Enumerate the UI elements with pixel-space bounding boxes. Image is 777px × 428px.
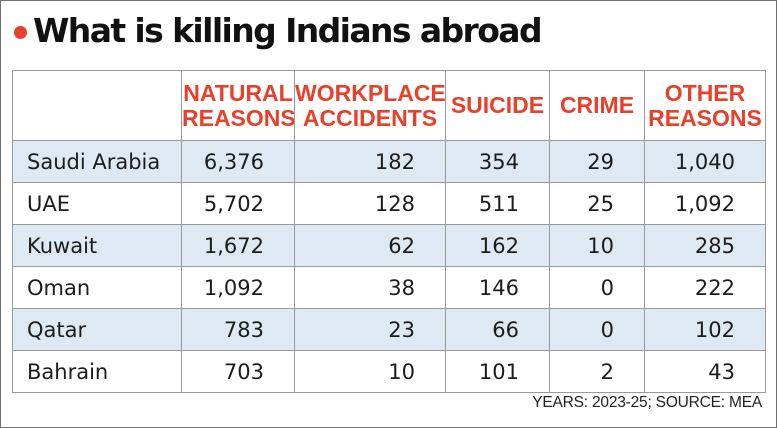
row-country-label: UAE: [12, 182, 182, 225]
table-row: Kuwait 1,672 62 162 10 285: [12, 224, 766, 267]
table-cell: 182: [294, 140, 446, 183]
table-row: Saudi Arabia 6,376 182 354 29 1,040: [12, 140, 766, 183]
table-cell: 43: [644, 350, 766, 393]
header-row: NATURAL REASONS WORKPLACE ACCIDENTS SUIC…: [12, 70, 766, 141]
table-cell: 162: [445, 224, 550, 267]
figure-title-text: What is killing Indians abroad: [33, 10, 543, 50]
table-cell: 2: [549, 350, 645, 393]
column-header: SUICIDE: [445, 70, 550, 141]
row-country-label: Saudi Arabia: [12, 140, 182, 183]
table-cell: 101: [445, 350, 550, 393]
table-cell: 62: [294, 224, 446, 267]
bullet-dot-icon: [14, 25, 27, 39]
table-cell: 1,092: [181, 266, 295, 309]
table-cell: 1,672: [181, 224, 295, 267]
table-cell: 23: [294, 308, 446, 351]
table-cell: 6,376: [181, 140, 295, 183]
table-cell: 25: [549, 182, 645, 225]
table-cell: 222: [644, 266, 766, 309]
table-cell: 1,092: [644, 182, 766, 225]
table-cell: 783: [181, 308, 295, 351]
table-cell: 10: [549, 224, 645, 267]
row-country-label: Bahrain: [12, 350, 182, 393]
column-header: OTHER REASONS: [644, 70, 766, 141]
row-country-label: Oman: [12, 266, 182, 309]
table-cell: 285: [644, 224, 766, 267]
table-cell: 38: [294, 266, 446, 309]
column-header: CRIME: [549, 70, 645, 141]
source-note: YEARS: 2023-25; SOURCE: MEA: [532, 394, 762, 411]
table-cell: 66: [445, 308, 550, 351]
header-corner-cell: [12, 70, 182, 141]
table-cell: 10: [294, 350, 446, 393]
table-cell: 102: [644, 308, 766, 351]
table-cell: 146: [445, 266, 550, 309]
table-row: Bahrain 703 10 101 2 43: [12, 350, 766, 393]
row-country-label: Qatar: [12, 308, 182, 351]
row-country-label: Kuwait: [12, 224, 182, 267]
figure-title: What is killing Indians abroad: [14, 4, 543, 56]
column-header: NATURAL REASONS: [181, 70, 295, 141]
table-cell: 128: [294, 182, 446, 225]
column-header: WORKPLACE ACCIDENTS: [294, 70, 446, 141]
table-cell: 5,702: [181, 182, 295, 225]
table-cell: 0: [549, 266, 645, 309]
table-row: UAE 5,702 128 511 25 1,092: [12, 182, 766, 225]
table-cell: 703: [181, 350, 295, 393]
table-cell: 1,040: [644, 140, 766, 183]
table-row: Qatar 783 23 66 0 102: [12, 308, 766, 351]
table-cell: 511: [445, 182, 550, 225]
table-cell: 354: [445, 140, 550, 183]
table-cell: 0: [549, 308, 645, 351]
data-table: NATURAL REASONS WORKPLACE ACCIDENTS SUIC…: [12, 70, 766, 393]
table-row: Oman 1,092 38 146 0 222: [12, 266, 766, 309]
table-cell: 29: [549, 140, 645, 183]
